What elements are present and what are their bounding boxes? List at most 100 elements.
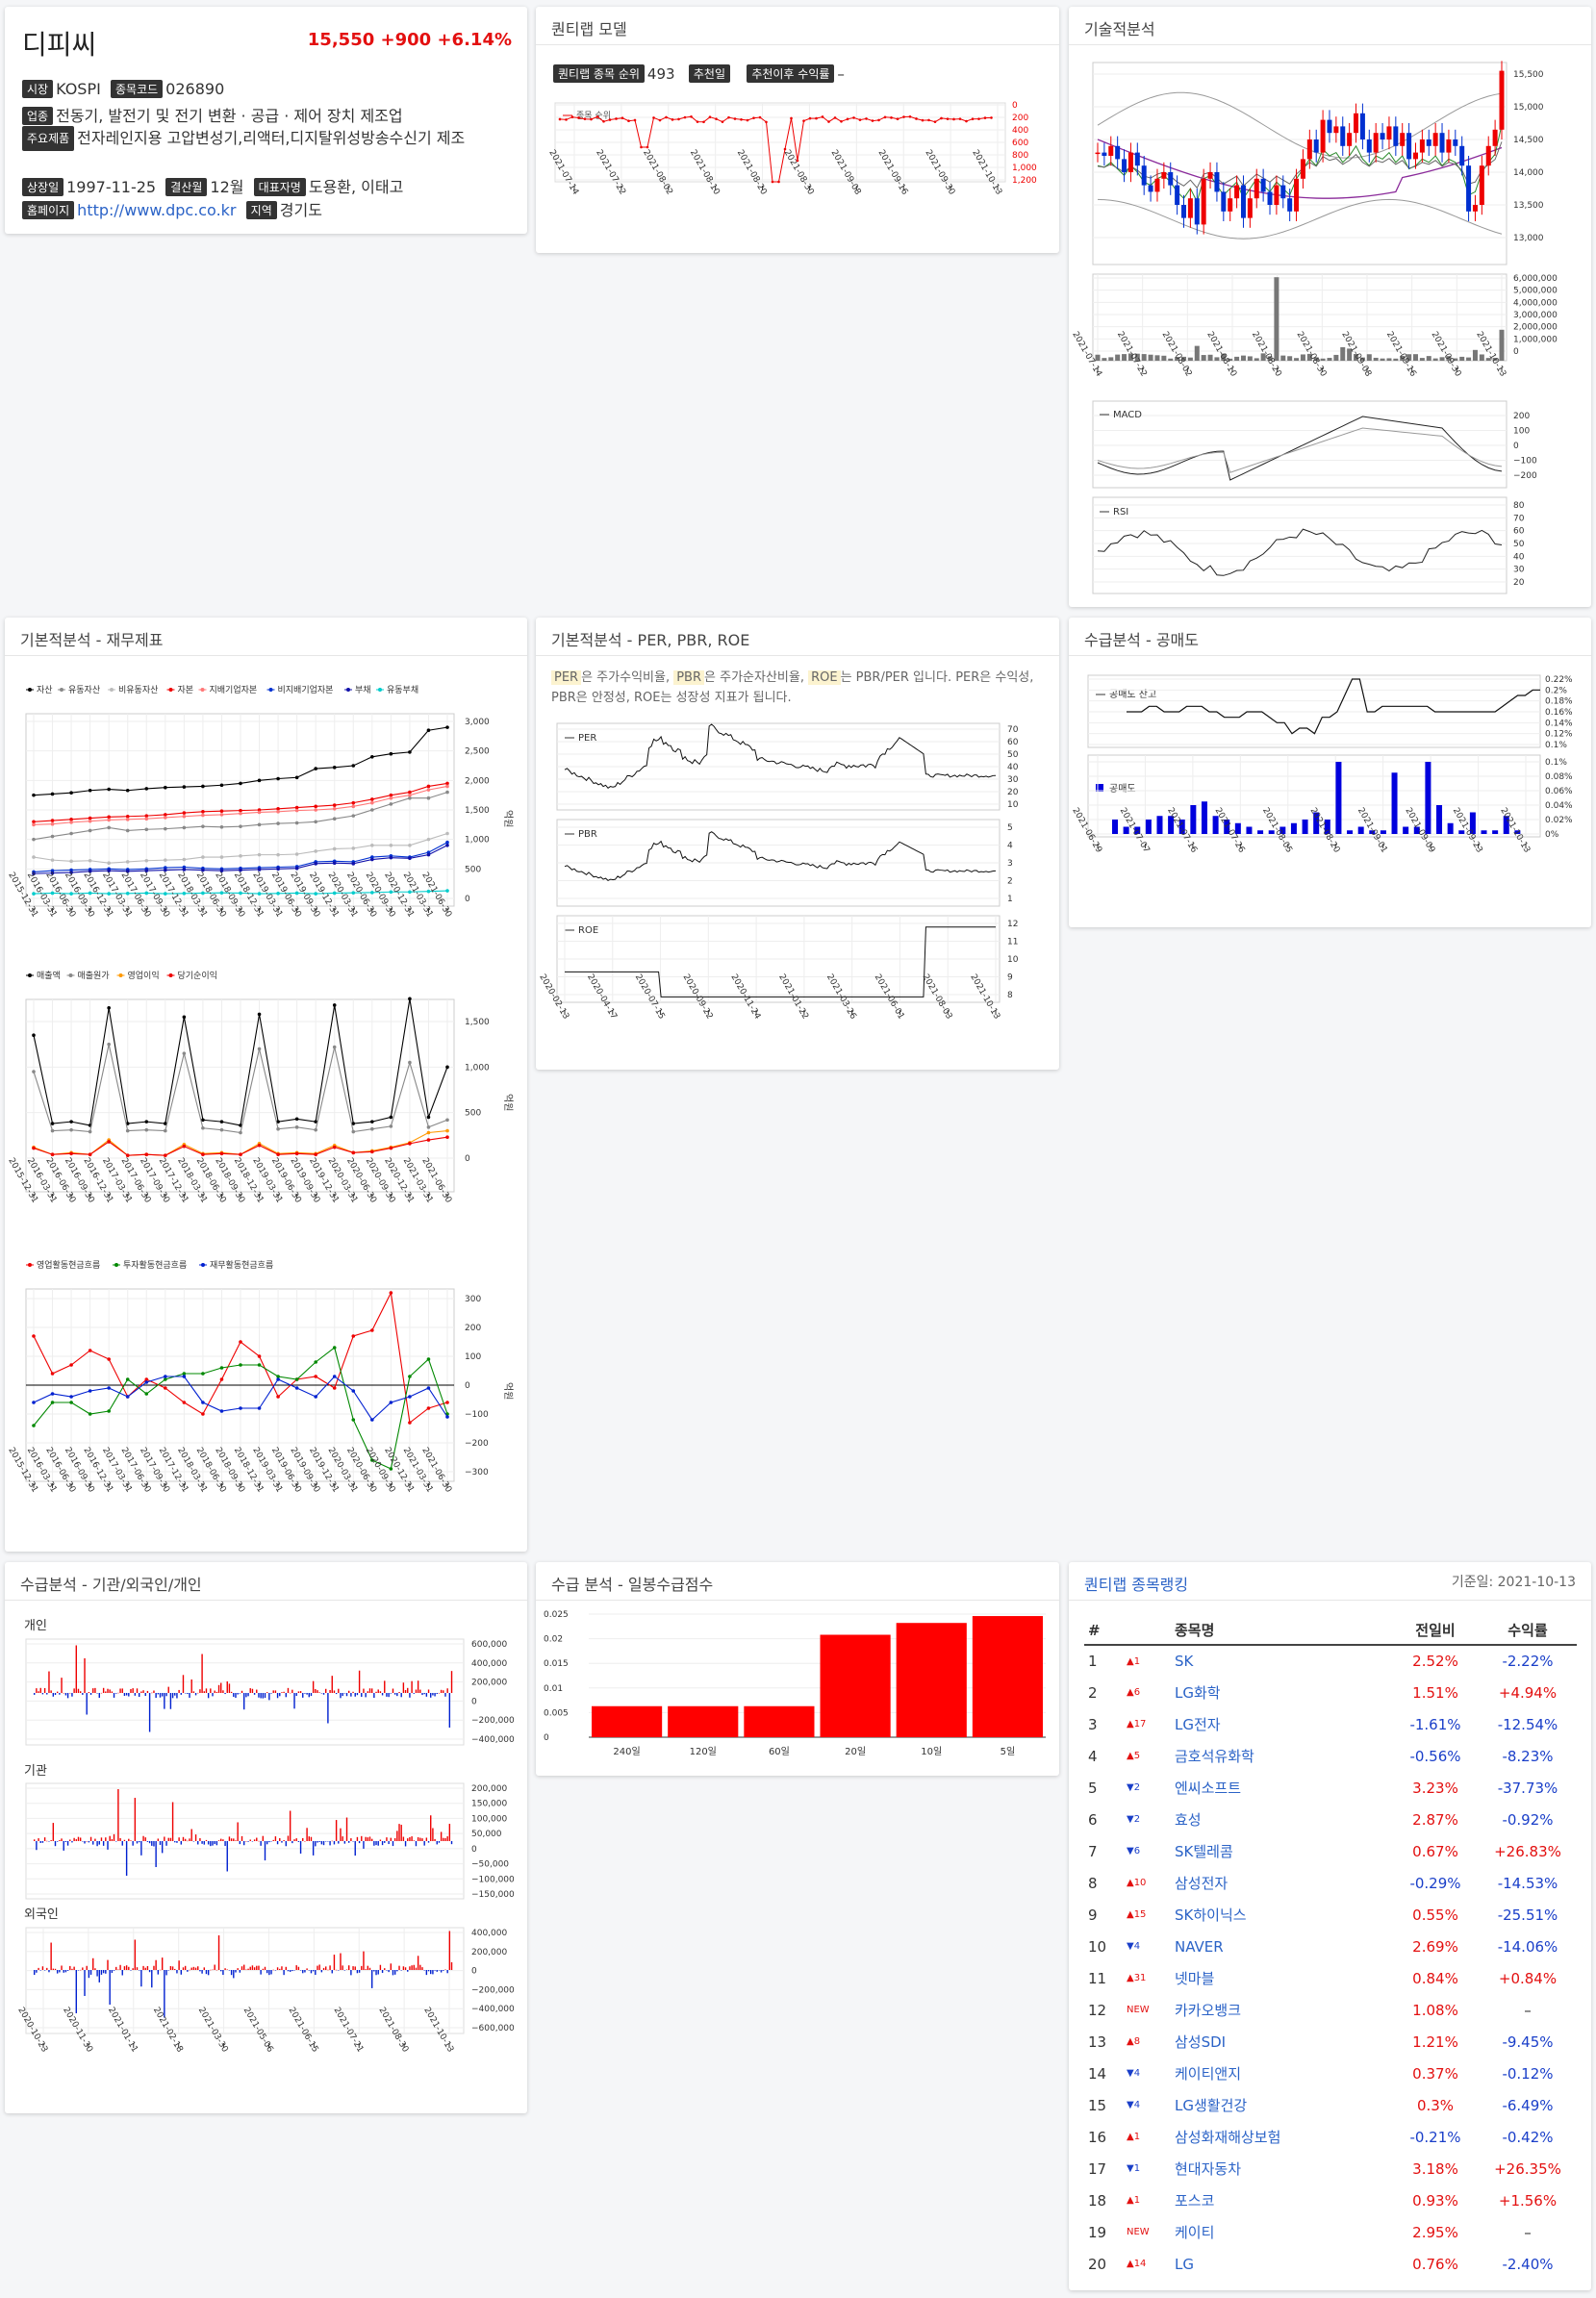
series-point <box>69 1401 73 1404</box>
ranking-row[interactable]: 7 ▼6 SK텔레콤 0.67% +26.83% <box>1084 1835 1577 1867</box>
stock-link[interactable]: 현대자동차 <box>1175 2160 1242 2178</box>
flow-bar <box>423 1693 425 1695</box>
series-point <box>276 852 280 857</box>
series-point <box>276 1152 280 1157</box>
stock-link[interactable]: 효성 <box>1175 1811 1202 1829</box>
y-tick-label: 0.08% <box>1545 772 1573 782</box>
flow-bar <box>197 1841 199 1845</box>
stock-link[interactable]: LG <box>1175 2255 1194 2273</box>
series-point <box>107 1042 111 1047</box>
y-tick-label: 4,000,000 <box>1513 298 1558 308</box>
series-point <box>164 1375 167 1378</box>
series-point <box>314 808 317 812</box>
y-tick-label: 2 <box>1007 877 1013 887</box>
stock-link[interactable]: 삼성전자 <box>1175 1875 1229 1892</box>
flow-bar <box>157 1693 160 1695</box>
stock-link[interactable]: 케이티 <box>1175 2224 1215 2241</box>
stock-link[interactable]: LG생활건강 <box>1175 2097 1248 2114</box>
series-point <box>144 1392 149 1396</box>
flow-bar <box>36 1970 38 1973</box>
stock-link[interactable]: SK <box>1175 1653 1194 1670</box>
rank-point <box>765 120 768 124</box>
ranking-row[interactable]: 16 ▲1 삼성화재해상보험 -0.21% -0.42% <box>1084 2121 1577 2153</box>
flow-bar <box>34 1839 36 1841</box>
ranking-row[interactable]: 4 ▲5 금호석유화학 -0.56% -8.23% <box>1084 1740 1577 1772</box>
series-point <box>88 1412 92 1416</box>
products-value: 전자레인지용 고압변성기,리액터,디지탈위성방송수신기 제조 <box>77 129 466 147</box>
rank-point <box>827 120 830 123</box>
rank-point <box>715 117 718 120</box>
ranking-title[interactable]: 퀀티랩 종목랭킹 <box>1084 1576 1189 1594</box>
ranking-row[interactable]: 5 ▼2 엔씨소프트 3.23% -37.73% <box>1084 1772 1577 1804</box>
series-point <box>314 820 317 824</box>
ranking-row[interactable]: 1 ▲1 SK 2.52% -2.22% <box>1084 1645 1577 1677</box>
flow-bar <box>289 1692 291 1694</box>
flow-bar <box>41 1693 44 1695</box>
stock-link[interactable]: SK하이닉스 <box>1175 1907 1247 1924</box>
stock-link[interactable]: LG전자 <box>1175 1716 1221 1733</box>
flow-bar <box>77 1836 80 1841</box>
flow-bar <box>386 1693 388 1697</box>
rank-movement: ▲1 <box>1127 2132 1141 2142</box>
ranking-row[interactable]: 12 NEW 카카오뱅크 1.08% – <box>1084 1994 1577 2026</box>
flow-bar <box>425 1693 428 1697</box>
flow-bar <box>102 1687 105 1693</box>
flow-bar <box>251 1965 254 1970</box>
ranking-row[interactable]: 3 ▲17 LG전자 -1.61% -12.54% <box>1084 1708 1577 1740</box>
stock-link[interactable]: 삼성SDI <box>1175 2033 1227 2051</box>
series-point <box>201 891 205 896</box>
flow-bar <box>302 1837 304 1841</box>
return-rate: – <box>1524 2223 1532 2241</box>
y-tick-label: 200,000 <box>471 1948 507 1957</box>
series-point <box>351 764 356 768</box>
ranking-row[interactable]: 9 ▲15 SK하이닉스 0.55% -25.51% <box>1084 1899 1577 1931</box>
stock-link[interactable]: 케이티앤지 <box>1175 2065 1242 2083</box>
y-tick-label: 12 <box>1007 920 1018 929</box>
flow-bar <box>258 1693 260 1698</box>
stock-link[interactable]: NAVER <box>1175 1937 1224 1956</box>
quant-model-card: 퀀티랩 모델 퀀티랩 종목 순위 493 추천일 추천이후 수익률 – 종목 순위 … <box>536 7 1059 253</box>
flow-bar <box>253 1967 256 1970</box>
flow-bar <box>256 1837 258 1841</box>
short-sale-bar <box>1302 820 1308 834</box>
ranking-row[interactable]: 10 ▼4 NAVER 2.69% -14.06% <box>1084 1931 1577 1962</box>
series-point <box>107 861 111 865</box>
stock-link[interactable]: 삼성화재해상보험 <box>1175 2129 1281 2146</box>
ranking-row[interactable]: 8 ▲10 삼성전자 -0.29% -14.53% <box>1084 1867 1577 1899</box>
flow-bar <box>69 1965 71 1970</box>
flow-bar <box>157 1970 160 1975</box>
series-point <box>332 1375 337 1378</box>
ranking-row[interactable]: 14 ▼4 케이티앤지 0.37% -0.12% <box>1084 2058 1577 2089</box>
stock-link[interactable]: 포스코 <box>1175 2192 1215 2210</box>
flow-bar <box>123 1966 126 1970</box>
series-point <box>182 1372 187 1376</box>
stock-link[interactable]: SK텔레콤 <box>1175 1843 1233 1860</box>
ranking-row[interactable]: 18 ▲1 포스코 0.93% +1.56% <box>1084 2184 1577 2216</box>
ranking-row[interactable]: 6 ▼2 효성 2.87% -0.92% <box>1084 1804 1577 1835</box>
ranking-row[interactable]: 13 ▲8 삼성SDI 1.21% -9.45% <box>1084 2026 1577 2058</box>
flow-bar <box>89 1970 92 1975</box>
series-point <box>125 814 130 819</box>
ranking-row[interactable]: 20 ▲14 LG 0.76% -2.40% <box>1084 2248 1577 2280</box>
ranking-row[interactable]: 17 ▼1 현대자동차 3.18% +26.35% <box>1084 2153 1577 2184</box>
ranking-row[interactable]: 15 ▼4 LG생활건강 0.3% -6.49% <box>1084 2089 1577 2121</box>
homepage-link[interactable]: http://www.dpc.co.kr <box>77 201 237 219</box>
stock-link[interactable]: LG화학 <box>1175 1684 1221 1702</box>
stock-link[interactable]: 엔씨소프트 <box>1175 1780 1242 1797</box>
ranking-row[interactable]: 11 ▲31 넷마블 0.84% +0.84% <box>1084 1962 1577 1994</box>
ranking-row[interactable]: 2 ▲6 LG화학 1.51% +4.94% <box>1084 1677 1577 1708</box>
flow-bar <box>77 1688 80 1693</box>
flow-bar <box>367 1965 369 1970</box>
stock-link[interactable]: 금호석유화학 <box>1175 1748 1254 1765</box>
flow-bar <box>434 1970 436 1971</box>
col-name: 종목명 <box>1171 1616 1392 1646</box>
y-tick-label: 0.005 <box>544 1708 569 1718</box>
ranking-row[interactable]: 19 NEW 케이티 2.95% – <box>1084 2216 1577 2248</box>
flow-bar <box>98 1693 100 1699</box>
y-tick-label: 40 <box>1513 552 1525 562</box>
series-point <box>125 1377 130 1381</box>
flow-bar <box>398 1824 400 1841</box>
stock-link[interactable]: 넷마블 <box>1175 1970 1215 1987</box>
stock-link[interactable]: 카카오뱅크 <box>1175 2002 1242 2019</box>
flow-bar <box>159 1841 162 1845</box>
